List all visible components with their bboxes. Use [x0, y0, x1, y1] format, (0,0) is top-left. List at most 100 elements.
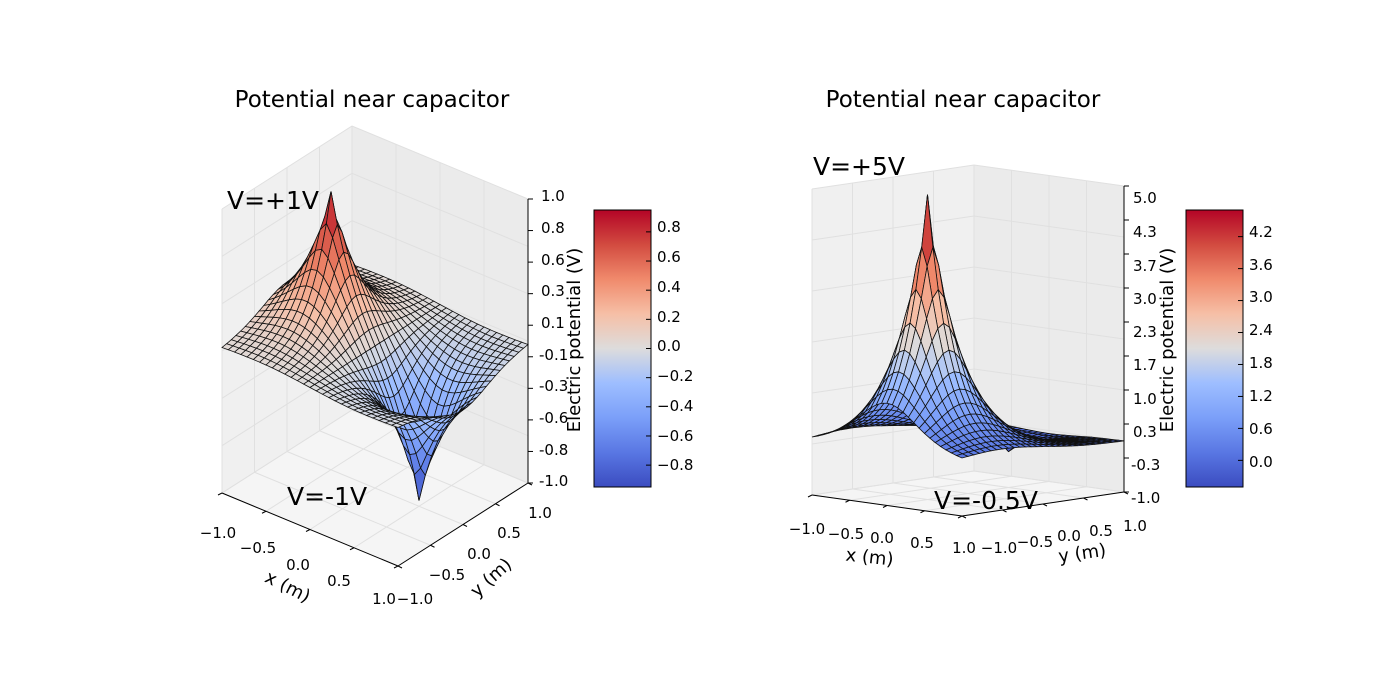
- y-tick-mark: [961, 515, 967, 519]
- z-tick-label: 5.0: [1133, 189, 1157, 207]
- colorbar: 0.8 0.6 0.4 0.2 0.0 −0.2 −0.4 −0.6 −0.8: [593, 209, 693, 488]
- colorbar-tick-label: 1.8: [1249, 354, 1273, 372]
- y-tick-mark: [462, 524, 468, 527]
- colorbar-tick-label: 1.2: [1249, 387, 1273, 405]
- grid-line: [353, 464, 485, 549]
- x-tick-mark: [882, 505, 888, 508]
- z-tick-label: -0.8: [539, 441, 568, 459]
- z-tick-label: 3.7: [1133, 257, 1157, 275]
- x-axis-ticks: −1.0 −0.5 0.0 0.5 1.0: [789, 520, 976, 557]
- axes-lines: [217, 198, 533, 569]
- grid-line: [811, 368, 1125, 394]
- colorbar-tick-label: 3.6: [1249, 256, 1273, 274]
- y-axis-ticks: −1.0 −0.5 0.0 0.5 1.0: [397, 504, 552, 608]
- z-axis-label: Electric potential (V): [1157, 248, 1178, 433]
- x-tick-label: 0.5: [910, 534, 934, 552]
- grid-line: [319, 430, 496, 505]
- colorbar-gradient: [1185, 209, 1244, 488]
- z-axis-label: Electric potential (V): [564, 248, 585, 433]
- x-tick-label: −1.0: [200, 524, 236, 542]
- x-tick-mark: [920, 510, 925, 514]
- surface-patch: [955, 453, 969, 459]
- x-axis-label: x (m): [845, 545, 895, 571]
- z-tick-label: 1.7: [1133, 356, 1157, 374]
- z-tick-label: 2.3: [1133, 323, 1157, 341]
- z-tick-label: 0.3: [1133, 423, 1157, 441]
- x-tick-mark: [957, 515, 963, 519]
- chart-title: Potential near capacitor: [826, 87, 1101, 113]
- y-tick-mark: [397, 565, 403, 569]
- grid-line: [221, 409, 529, 494]
- y-tick-mark: [495, 503, 500, 507]
- y-tick-label: −0.5: [429, 566, 465, 584]
- colorbar: 4.2 3.6 3.0 2.4 1.8 1.2 0.6 0.0: [1185, 209, 1273, 488]
- y-tick-label: 0.5: [1089, 522, 1113, 540]
- x-tick-mark: [261, 510, 267, 514]
- y-tick-label: −0.5: [1017, 533, 1053, 551]
- colorbar-tick-label: −0.8: [657, 456, 693, 474]
- y-tick-label: 1.0: [1123, 517, 1147, 535]
- y-axis-ticks: −1.0 −0.5 0.0 0.5 1.0: [981, 517, 1147, 557]
- x-tick-label: −1.0: [789, 520, 825, 538]
- z-tick-label: 1.0: [541, 187, 565, 205]
- x-tick-label: −0.5: [240, 539, 276, 557]
- y-tick-label: −1.0: [981, 539, 1017, 557]
- x-tick-label: −0.5: [828, 525, 864, 543]
- z-tick-label: -0.6: [539, 409, 568, 427]
- colorbar-tick-label: 0.8: [657, 218, 681, 236]
- x-tick-label: 0.0: [286, 556, 310, 574]
- axes-panes: [812, 165, 1124, 516]
- grid-line: [924, 486, 1087, 512]
- plate-annotation: V=+1V: [227, 186, 319, 215]
- y-tick-mark: [1002, 509, 1007, 513]
- grid-line: [811, 470, 1125, 496]
- grid-line: [221, 125, 529, 210]
- x-tick-mark: [217, 492, 223, 496]
- plate-annotation: V=-0.5V: [934, 486, 1038, 515]
- colorbar-tick-label: 0.0: [657, 337, 681, 355]
- colorbar-tick-label: 0.6: [1249, 420, 1273, 438]
- y-tick-label: −1.0: [397, 590, 433, 608]
- x-tick-label: 1.0: [372, 590, 396, 608]
- grid-line: [811, 266, 1125, 292]
- colorbar-tick-label: 0.2: [657, 308, 681, 326]
- z-tick-label: 3.0: [1133, 290, 1157, 308]
- grid-line: [933, 476, 1084, 499]
- colorbar-tick-label: 0.0: [1249, 453, 1273, 471]
- y-tick-label: 0.0: [467, 545, 491, 563]
- grid-line: [892, 482, 1044, 505]
- z-tick-label: -1.0: [539, 472, 568, 490]
- grid-line: [811, 164, 1125, 190]
- colorbar-tick-label: −0.4: [657, 397, 693, 415]
- chart-title: Potential near capacitor: [235, 87, 510, 113]
- z-tick-label: 0.1: [541, 314, 565, 332]
- z-tick-label: -0.3: [539, 377, 568, 395]
- y-tick-label: 1.0: [528, 504, 552, 522]
- colorbar-tick-label: 3.0: [1249, 288, 1273, 306]
- x-tick-mark: [845, 499, 850, 503]
- x-tick-label: 0.5: [327, 572, 351, 590]
- chart-right: Potential near capacitor −1.0 −0.5 0.0 0…: [789, 87, 1273, 570]
- x-tick-mark: [305, 529, 311, 532]
- surface: [811, 194, 1125, 459]
- surface: [221, 191, 529, 501]
- colorbar-ticks: [1238, 236, 1243, 461]
- colorbar-gradient: [593, 209, 652, 488]
- y-tick-label: 0.5: [497, 524, 521, 542]
- colorbar-ticks: [646, 231, 651, 466]
- surface-patch: [390, 422, 404, 428]
- z-tick-label: 1.0: [1133, 390, 1157, 408]
- colorbar-tick-label: −0.6: [657, 427, 693, 445]
- y-tick-label: 0.0: [1057, 527, 1081, 545]
- z-tick-label: 4.3: [1133, 223, 1157, 241]
- x-tick-label: 0.0: [870, 529, 894, 547]
- z-tick-label: -0.3: [1131, 456, 1160, 474]
- plate-annotation: V=-1V: [287, 482, 367, 511]
- colorbar-tick-label: −0.2: [657, 367, 693, 385]
- x-tick-label: 1.0: [952, 539, 976, 557]
- x-tick-mark: [807, 494, 813, 498]
- grid-line: [811, 317, 1125, 343]
- z-tick-label: -1.0: [1131, 489, 1160, 507]
- z-tick-label: 0.3: [541, 282, 565, 300]
